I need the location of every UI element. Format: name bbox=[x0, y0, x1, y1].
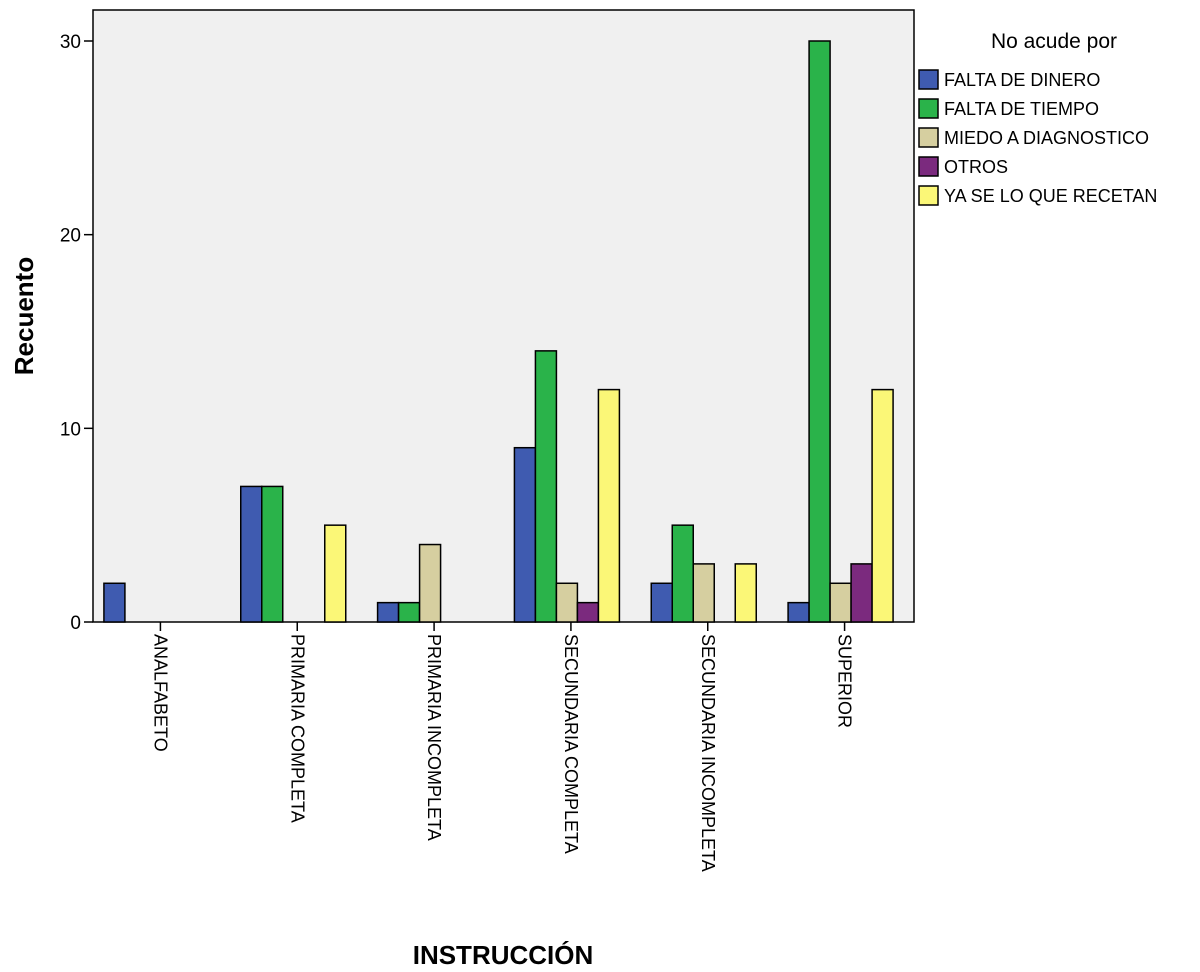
plot-area bbox=[92, 9, 915, 623]
y-tick-label-10: 10 bbox=[60, 419, 81, 440]
y-tick-label-0: 0 bbox=[70, 613, 81, 634]
bar-4-2 bbox=[692, 563, 715, 623]
legend-swatch-0 bbox=[918, 69, 939, 90]
y-tick-label-30: 30 bbox=[60, 32, 81, 53]
x-tick-label-0: ANALFABETO bbox=[150, 634, 170, 752]
legend: No acude por FALTA DE DINERO FALTA DE TIE… bbox=[918, 30, 1157, 206]
bar-3-0 bbox=[513, 446, 537, 623]
legend-item-4: YA SE LO QUE RECETAN bbox=[944, 186, 1157, 206]
y-tick-label-20: 20 bbox=[60, 226, 81, 247]
x-axis: ANALFABETO PRIMARIA COMPLETA PRIMARIA INCO… bbox=[150, 622, 855, 872]
legend-item-0: FALTA DE DINERO bbox=[944, 70, 1100, 90]
bar-2-2 bbox=[418, 543, 442, 623]
y-axis: 0 10 20 30 bbox=[60, 32, 93, 634]
legend-item-1: FALTA DE TIEMPO bbox=[944, 99, 1099, 119]
bar-1-4 bbox=[324, 524, 347, 623]
bar-3-4 bbox=[597, 388, 621, 623]
bar-2-0 bbox=[376, 601, 400, 623]
legend-swatch-3 bbox=[918, 156, 939, 177]
x-tick-label-5: SUPERIOR bbox=[835, 634, 855, 728]
bar-4-4 bbox=[734, 563, 757, 623]
bar-3-3 bbox=[576, 601, 600, 623]
legend-item-2: MIEDO A DIAGNOSTICO bbox=[944, 128, 1149, 148]
legend-swatch-4 bbox=[918, 185, 939, 206]
bar-5-1 bbox=[808, 40, 831, 623]
bar-0-0 bbox=[103, 582, 126, 623]
legend-title: No acude por bbox=[991, 30, 1117, 53]
x-tick-label-1: PRIMARIA COMPLETA bbox=[287, 634, 307, 823]
legend-swatch-1 bbox=[918, 98, 939, 119]
bar-3-1 bbox=[534, 350, 558, 623]
bar-5-0 bbox=[787, 601, 810, 623]
bar-4-0 bbox=[650, 582, 673, 623]
x-tick-label-2: PRIMARIA INCOMPLETA bbox=[424, 634, 444, 841]
bar-5-3 bbox=[850, 563, 873, 623]
bar-4-1 bbox=[671, 524, 694, 623]
bar-5-4 bbox=[871, 388, 894, 623]
legend-swatch-2 bbox=[918, 127, 939, 148]
bar-1-0 bbox=[240, 485, 263, 623]
x-tick-label-4: SECUNDARIA INCOMPLETA bbox=[698, 634, 718, 872]
bar-2-1 bbox=[397, 601, 421, 623]
legend-item-3: OTROS bbox=[944, 157, 1008, 177]
bars-group bbox=[103, 40, 894, 623]
x-axis-title: INSTRUCCIÓN bbox=[413, 940, 594, 970]
y-axis-title: Recuento bbox=[9, 257, 39, 375]
x-tick-label-3: SECUNDARIA COMPLETA bbox=[561, 634, 581, 854]
bar-3-2 bbox=[555, 582, 579, 623]
bar-1-1 bbox=[261, 485, 284, 623]
bar-5-2 bbox=[829, 582, 852, 623]
